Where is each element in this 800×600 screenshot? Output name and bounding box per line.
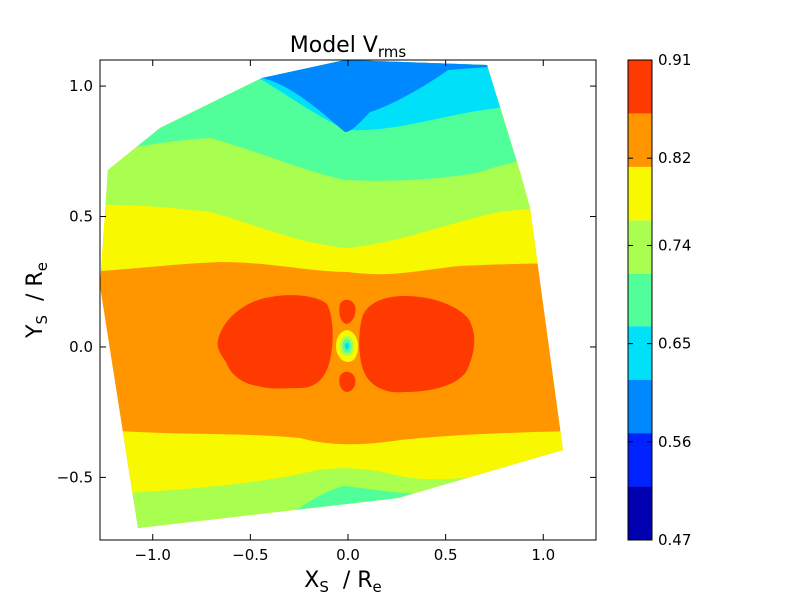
contour-blob-lower — [339, 371, 356, 392]
y-tick-label: 1.0 — [69, 77, 93, 95]
colorbar-segment — [628, 326, 652, 380]
colorbar-tick-label: 0.82 — [658, 149, 691, 167]
contour-lobe-left — [217, 295, 333, 389]
colorbar-segment — [628, 60, 652, 114]
colorbar-segment — [628, 379, 652, 434]
chart-title: Model Vrms — [290, 33, 407, 61]
colorbar-segment — [628, 113, 652, 167]
colorbar-segment — [628, 433, 652, 487]
colorbar-tick-label: 0.91 — [658, 51, 691, 69]
y-tick-label: 0.0 — [69, 338, 93, 356]
x-tick-label: 0.0 — [336, 546, 360, 564]
colorbar-tick-label: 0.74 — [658, 236, 691, 254]
colorbar-tick-label: 0.65 — [658, 335, 691, 353]
colorbar-segment — [628, 486, 652, 540]
x-tick-label: 1.0 — [531, 546, 555, 564]
y-axis-ticks: −0.5 0.0 0.5 1.0 — [57, 77, 596, 486]
contour-lobe-right — [359, 296, 475, 393]
colorbar-tick-label: 0.47 — [658, 531, 691, 549]
plot-area — [100, 60, 563, 528]
colorbar-frame — [627, 59, 653, 541]
x-tick-label: −1.0 — [135, 546, 171, 564]
x-tick-label: −0.5 — [232, 546, 268, 564]
colorbar-tick-label: 0.56 — [658, 433, 691, 451]
colorbar-segment — [628, 220, 652, 274]
colorbar-segment — [628, 273, 652, 327]
contour-map — [100, 60, 563, 528]
colorbar: 0.47 0.56 0.65 0.74 0.82 0.91 — [627, 51, 691, 549]
x-axis-label: XS / Re — [304, 568, 382, 596]
contour-center-cyan — [344, 342, 350, 350]
y-tick-label: −0.5 — [57, 468, 93, 486]
x-tick-label: 0.5 — [434, 546, 458, 564]
y-tick-label: 0.5 — [69, 208, 93, 226]
y-axis-label: YS / Re — [23, 262, 51, 339]
x-axis-ticks: −1.0 −0.5 0.0 0.5 1.0 — [135, 60, 555, 564]
contour-blob-upper — [339, 299, 356, 324]
colorbar-segment — [628, 166, 652, 221]
